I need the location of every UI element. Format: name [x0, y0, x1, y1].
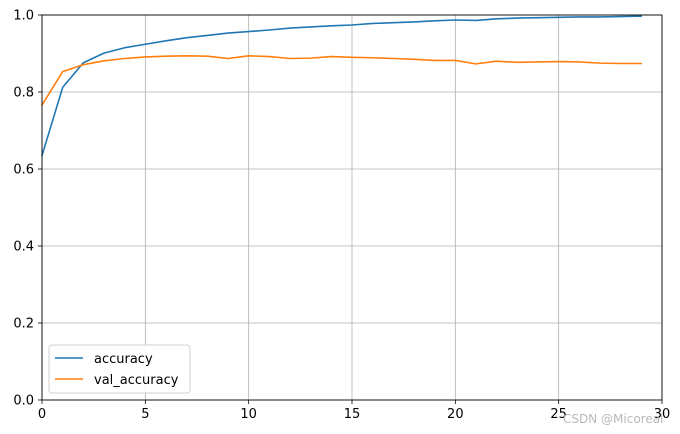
- legend-label: accuracy: [94, 352, 153, 367]
- x-tick-label: 5: [141, 407, 149, 422]
- legend-box: [48, 344, 191, 394]
- x-tick-label: 0: [38, 407, 46, 422]
- y-tick-label: 0.4: [13, 240, 34, 255]
- legend-label: val_accuracy: [94, 373, 179, 388]
- axis-ticks: 0 5 10 15 20 25 30 0.0 0.2 0.4 0.6 0.8 1.0: [13, 9, 670, 423]
- y-tick-label: 0.2: [13, 317, 34, 332]
- series-layer: [41, 15, 643, 157]
- series-line: [41, 55, 643, 106]
- x-tick-label: 15: [344, 407, 361, 422]
- x-tick-label: 10: [240, 407, 257, 422]
- x-tick-label: 30: [654, 407, 671, 422]
- y-tick-label: 1.0: [13, 9, 34, 24]
- y-tick-label: 0.8: [13, 86, 34, 101]
- series-val-accuracy: [41, 55, 643, 106]
- series-line: [41, 15, 643, 157]
- watermark: CSDN @Micoreal: [563, 412, 664, 426]
- grid-lines: [41, 14, 663, 401]
- y-tick-label: 0.0: [13, 394, 34, 409]
- legend: accuracy val_accuracy: [48, 344, 191, 394]
- y-tick-label: 0.6: [13, 163, 34, 178]
- x-tick-label: 25: [550, 407, 567, 422]
- series-accuracy: [41, 15, 643, 157]
- x-tick-label: 20: [447, 407, 464, 422]
